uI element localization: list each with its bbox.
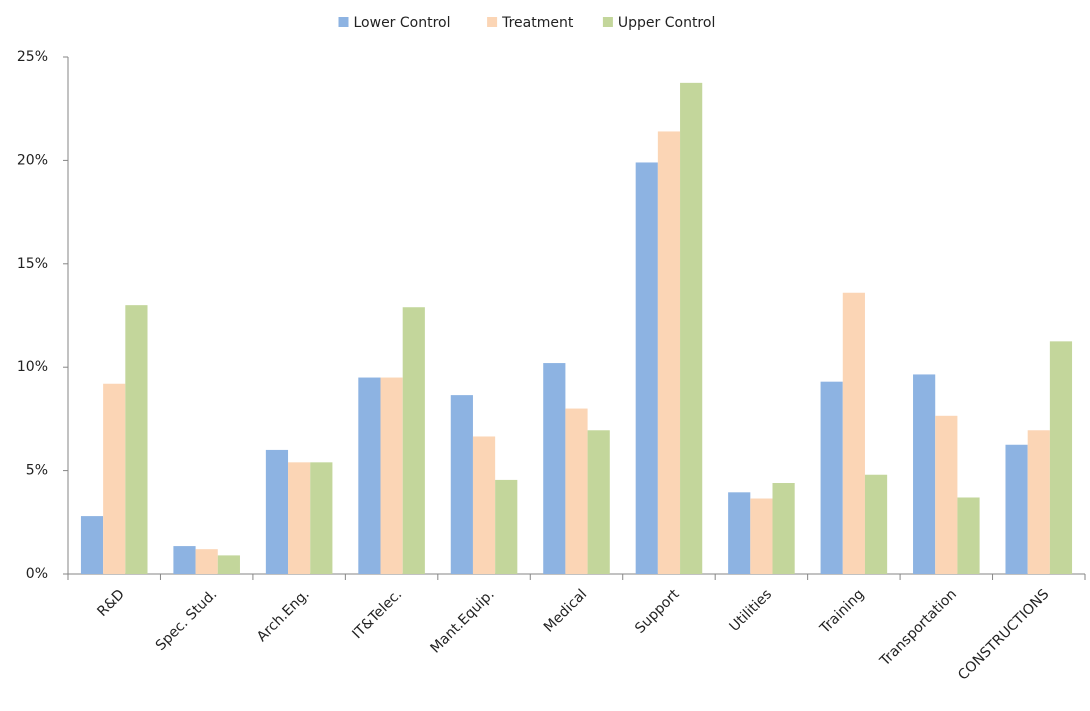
x-tick-label: CONSTRUCTIONS: [955, 586, 1052, 683]
bar: [657, 131, 681, 574]
bar: [1027, 430, 1050, 574]
legend-label: Treatment: [501, 15, 574, 31]
y-tick-label: 10%: [17, 359, 48, 375]
bar: [680, 82, 703, 574]
bar: [728, 492, 751, 574]
bar: [450, 395, 473, 574]
x-tick-label: Utilities: [726, 586, 775, 635]
bar: [1049, 341, 1073, 574]
bar: [543, 363, 566, 574]
bar: [842, 292, 865, 574]
bar: [125, 305, 148, 574]
bar: [1005, 444, 1028, 574]
x-tick-label: Arch.Eng.: [254, 586, 313, 645]
bar: [173, 546, 196, 574]
bar: [402, 307, 425, 574]
bar: [495, 479, 518, 574]
x-tick-label: Medical: [541, 586, 590, 635]
bar: [587, 430, 610, 574]
bar: [472, 436, 496, 574]
y-tick-label: 0%: [26, 566, 48, 582]
bar: [358, 377, 381, 574]
bar: [957, 497, 980, 574]
y-tick-label: 20%: [17, 152, 48, 168]
bar: [288, 462, 311, 574]
bar: [217, 555, 240, 574]
bar: [80, 516, 104, 574]
legend-label: Lower Control: [354, 15, 451, 31]
bar: [635, 162, 658, 574]
y-tick-label: 5%: [26, 463, 48, 479]
legend-swatch: [602, 17, 613, 27]
bar: [380, 377, 403, 574]
bar: [935, 415, 958, 574]
x-tick-label: Spec. Stud.: [153, 586, 221, 654]
x-tick-label: Support: [632, 586, 683, 637]
bar: [820, 381, 843, 574]
legend-label: Upper Control: [618, 15, 715, 31]
bar: [772, 483, 795, 574]
bar: [565, 408, 588, 574]
bar: [310, 462, 333, 574]
bar: [864, 474, 888, 574]
bar: [103, 383, 126, 574]
y-tick-label: 25%: [17, 49, 48, 65]
x-tick-label: IT&Telec.: [349, 586, 405, 642]
x-tick-label: R&D: [94, 586, 128, 620]
bar: [750, 498, 773, 574]
legend-swatch: [487, 17, 498, 27]
bar: [265, 449, 289, 574]
x-tick-label: Mant.Equip.: [427, 586, 497, 656]
x-tick-label: Transportation: [876, 586, 960, 670]
x-tick-label: Training: [816, 586, 867, 637]
bar: [913, 374, 936, 574]
y-tick-label: 15%: [17, 256, 48, 272]
bar: [195, 549, 218, 574]
legend-swatch: [338, 17, 349, 27]
